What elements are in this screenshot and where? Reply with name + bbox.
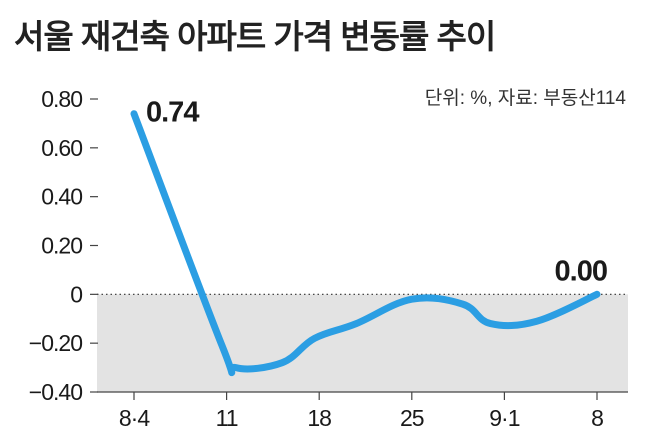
x-tick-label: 18 bbox=[307, 405, 331, 431]
x-tick-label: 11 bbox=[216, 405, 238, 431]
y-tick-label: 0.20 bbox=[41, 233, 82, 259]
x-tick-label: 25 bbox=[400, 405, 424, 431]
y-tick-label: −0.40 bbox=[29, 379, 82, 405]
y-axis: 0.80 0.60 0.40 0.20 0 −0.20 −0.40 bbox=[29, 86, 98, 405]
y-tick-label: 0 bbox=[70, 281, 82, 307]
data-labels: 0.74 0.00 bbox=[146, 97, 608, 288]
x-axis-ticks: 8·4 11 18 25 9·1 8 bbox=[119, 392, 604, 431]
x-tick-label: 8·4 bbox=[119, 405, 150, 431]
unit-source-note: 단위: %, 자료: 부동산114 bbox=[425, 87, 627, 109]
x-tick-label: 8 bbox=[591, 405, 603, 431]
data-label: 0.74 bbox=[146, 97, 199, 129]
negative-region-shade bbox=[97, 294, 628, 392]
y-tick-label: 0.80 bbox=[41, 86, 82, 112]
y-tick-label: −0.20 bbox=[29, 330, 82, 356]
data-label: 0.00 bbox=[555, 255, 607, 287]
series-line bbox=[130, 110, 601, 377]
chart-title: 서울 재건축 아파트 가격 변동률 추이 bbox=[14, 18, 496, 55]
y-tick-label: 0.60 bbox=[41, 135, 82, 161]
x-tick-label: 9·1 bbox=[489, 405, 519, 431]
y-tick-label: 0.40 bbox=[41, 184, 82, 210]
